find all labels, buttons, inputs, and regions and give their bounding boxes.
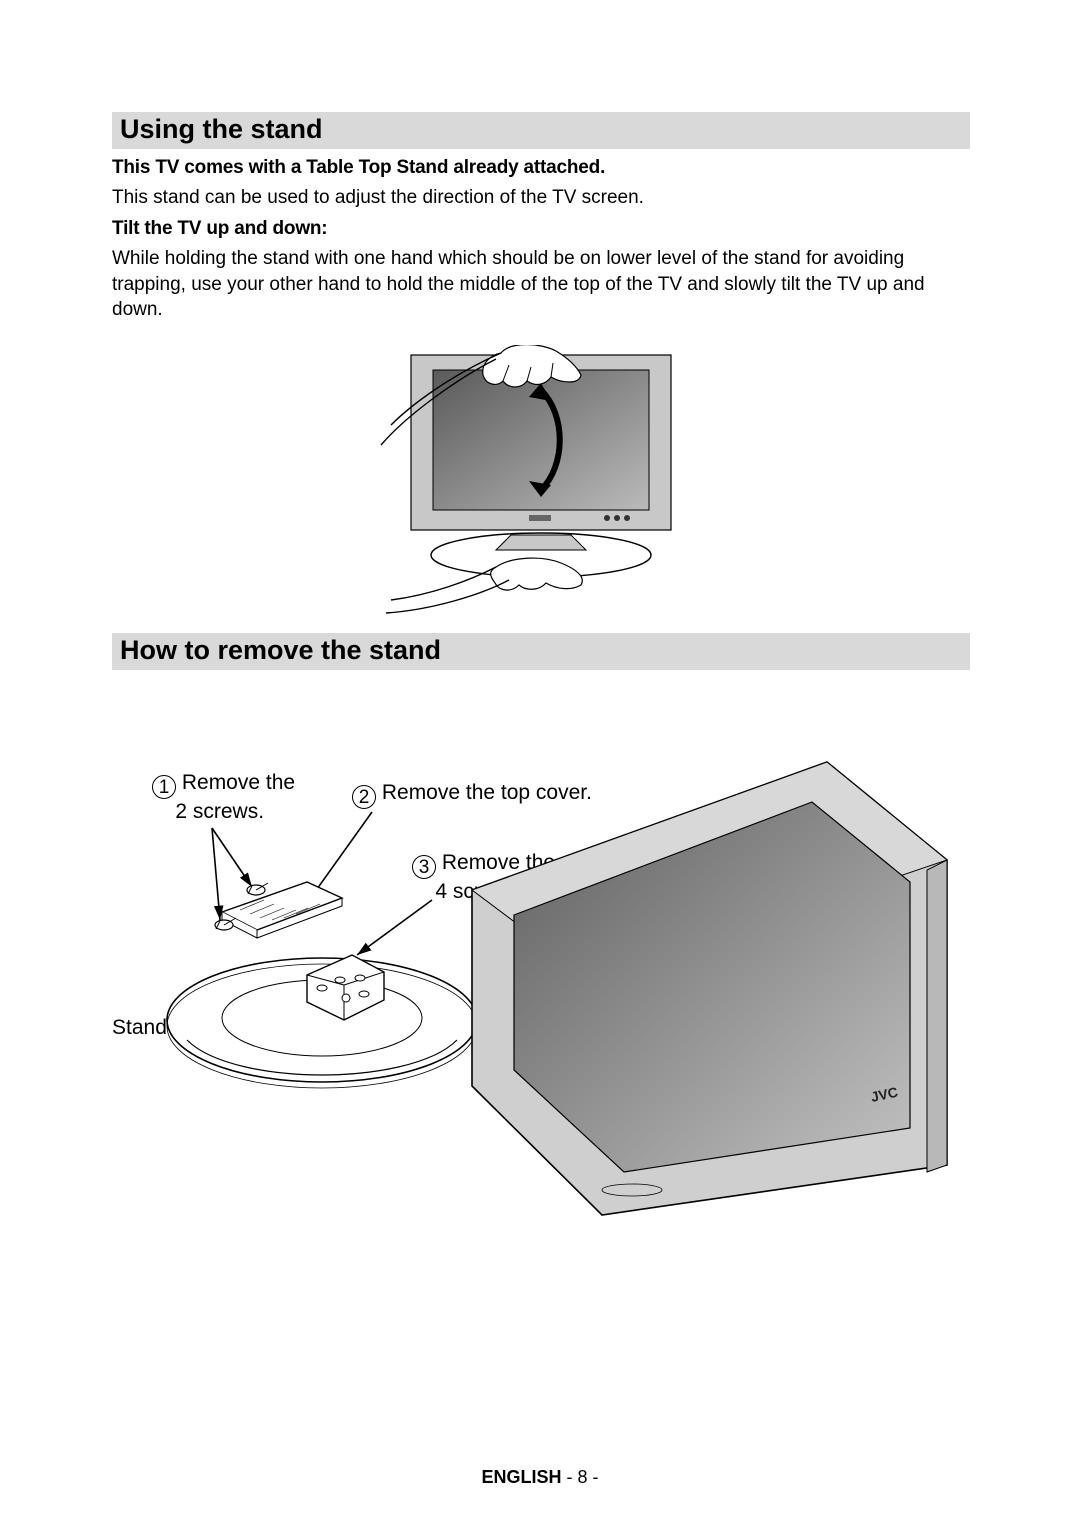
stand-attached-note: This TV comes with a Table Top Stand alr… [112, 155, 970, 181]
remove-stand-figure: 1 Remove the 2 screws. 2 Remove the top … [112, 720, 970, 1280]
tilt-illustration [331, 345, 751, 615]
tilt-instructions: While holding the stand with one hand wh… [112, 246, 970, 323]
stand-adjust-line: This stand can be used to adjust the dir… [112, 185, 970, 211]
footer-language: ENGLISH [481, 1467, 561, 1487]
section-title-2: How to remove the stand [120, 635, 441, 665]
remove-stand-illustration: JVC [112, 720, 967, 1240]
section-header-using-stand: Using the stand [112, 112, 970, 149]
section-title: Using the stand [120, 114, 323, 144]
section-header-remove-stand: How to remove the stand [112, 633, 970, 670]
tilt-heading: Tilt the TV up and down: [112, 216, 970, 242]
page-footer: ENGLISH - 8 - [0, 1467, 1080, 1488]
manual-page: Using the stand This TV comes with a Tab… [0, 0, 1080, 1528]
footer-page-number: - 8 - [562, 1467, 599, 1487]
